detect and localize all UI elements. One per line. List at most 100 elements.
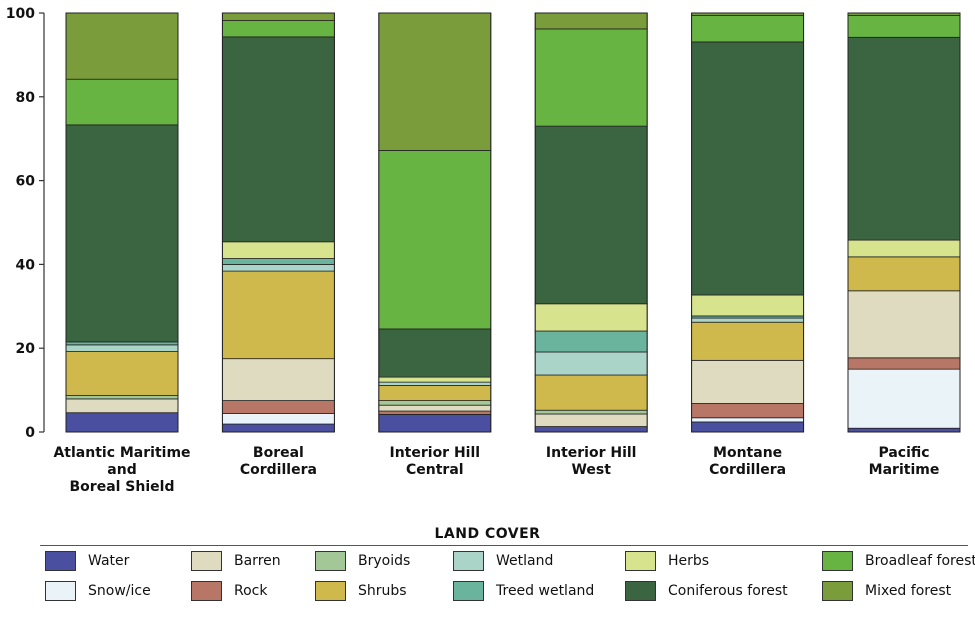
y-tick-label: 100 (6, 6, 35, 22)
bar-segment-broadleaf-forest (534, 28, 648, 127)
legend-swatch (315, 581, 346, 601)
legend-label: Snow/ice (88, 583, 151, 599)
legend-item: Wetland (453, 550, 553, 572)
bar-segment-coniferous-forest (534, 125, 648, 305)
bar-segment-barren (221, 358, 335, 401)
bar-segment-wetland (534, 351, 648, 376)
legend-label: Mixed forest (865, 583, 952, 599)
legend-item: Coniferous forest (625, 580, 788, 602)
legend-label: Coniferous forest (668, 583, 788, 599)
bar-segment-wetland (378, 381, 492, 386)
x-tick-label: Boreal Cordillera (239, 445, 317, 478)
x-tick-label: Montane Cordillera (709, 445, 787, 478)
legend-label: Shrubs (358, 583, 407, 599)
bar-outline (378, 12, 492, 433)
legend-swatch (191, 581, 222, 601)
legend-label: Rock (234, 583, 268, 599)
bar-segment-water (534, 426, 648, 433)
legend-label: Wetland (496, 553, 554, 569)
bar-segment-shrubs (65, 351, 179, 396)
bar-segment-shrubs (847, 256, 961, 292)
bar-segment-shrubs (221, 270, 335, 360)
bar-segment-bryoids (378, 400, 492, 406)
bar-segment-shrubs (691, 321, 804, 361)
bar-segment-broadleaf-forest (378, 150, 492, 330)
bar-outline (847, 12, 961, 433)
legend-swatch (453, 551, 484, 571)
bar-segment-shrubs (534, 374, 648, 411)
legend-item: Mixed forest (822, 580, 951, 602)
bar-segment-herbs (534, 303, 648, 332)
bar-outline (534, 12, 648, 433)
bar-segment-herbs (847, 239, 961, 258)
bar-segment-barren (378, 404, 492, 412)
bar-segment-coniferous-forest (65, 124, 179, 343)
legend-swatch (45, 581, 76, 601)
x-tick-label: Interior Hill West (545, 445, 637, 478)
legend-swatch (315, 551, 346, 571)
bar-segment-rock (378, 410, 492, 415)
bar-segment-barren (847, 290, 961, 359)
legend-swatch (822, 581, 853, 601)
y-tick-label: 20 (16, 341, 36, 357)
bar-segment-rock (847, 357, 961, 370)
y-tick-label: 40 (16, 257, 36, 273)
bar-segment-water (65, 412, 179, 433)
legend-swatch (625, 551, 656, 571)
bar-segment-broadleaf-forest (65, 78, 179, 126)
bar-segment-snow-ice (847, 368, 961, 429)
legend-item: Shrubs (315, 580, 407, 602)
bar-segment-water (847, 427, 961, 433)
legend-item: Broadleaf forest (822, 550, 975, 572)
x-tick-label: Pacific Maritime (868, 445, 940, 478)
legend-swatch (191, 551, 222, 571)
legend-item: Water (45, 550, 129, 572)
stacked-bar-chart: 0 20 40 60 80 100 (6, 6, 961, 441)
bar-segment-snow-ice (691, 417, 804, 423)
legend-item: Herbs (625, 550, 709, 572)
bar-segment-coniferous-forest (378, 328, 492, 378)
bar-segment-herbs (378, 376, 492, 383)
bar-segment-shrubs (378, 385, 492, 401)
legend-item: Barren (191, 550, 281, 572)
legend-swatch (822, 551, 853, 571)
bar-segment-coniferous-forest (221, 36, 335, 243)
bar-segment-herbs (691, 294, 804, 317)
bar-segment-broadleaf-forest (221, 20, 335, 38)
bar-segment-wetland (221, 263, 335, 272)
bar-segment-water (221, 423, 335, 433)
legend-swatch (625, 581, 656, 601)
bar-segment-bryoids (65, 395, 179, 400)
legend-label: Herbs (668, 553, 710, 569)
bar-outline (65, 12, 179, 433)
bar-segment-treed-wetland (65, 341, 179, 346)
bar-outline (691, 12, 805, 433)
y-tick-label: 60 (16, 174, 36, 190)
x-tick-label: Atlantic Maritime and Boreal Shield (53, 445, 191, 495)
legend-item: Treed wetland (453, 580, 594, 602)
legend-swatch (453, 581, 484, 601)
bar-segment-rock (691, 403, 804, 419)
bar-segment-broadleaf-forest (691, 15, 804, 43)
bar-segment-treed-wetland (221, 258, 335, 265)
legend-title: LAND COVER (434, 526, 541, 542)
legend-label: Barren (234, 553, 281, 569)
bar-segment-bryoids (534, 409, 648, 415)
bar-segment-barren (691, 359, 804, 404)
bar-segment-treed-wetland (534, 330, 648, 353)
bar-segment-wetland (691, 317, 804, 323)
bar-segment-coniferous-forest (847, 36, 961, 241)
y-tick-label: 0 (25, 425, 35, 441)
bar-segment-coniferous-forest (691, 41, 804, 296)
legend-label: Broadleaf forest (865, 553, 975, 569)
bar-segment-barren (65, 398, 179, 414)
bar-segment-mixed-forest (534, 12, 648, 30)
x-tick-label: Interior Hill Central (389, 445, 481, 478)
legend-item: Rock (191, 580, 267, 602)
y-tick-label: 80 (16, 90, 36, 106)
bar-segment-water (691, 421, 804, 433)
bar-segment-snow-ice (221, 413, 335, 425)
bar-segment-mixed-forest (378, 12, 492, 151)
bar-segment-mixed-forest (65, 12, 179, 80)
legend-divider (40, 545, 968, 546)
